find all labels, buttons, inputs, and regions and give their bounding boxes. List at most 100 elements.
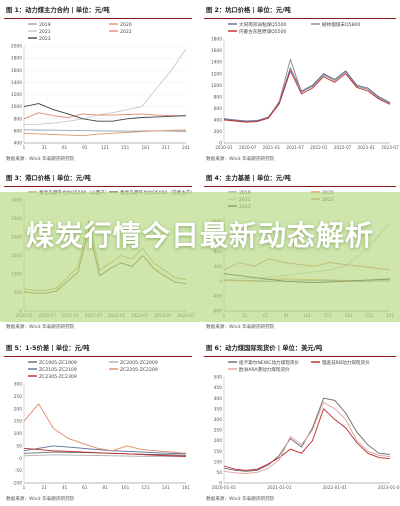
legend-label: 2022 [120,29,132,35]
y-tick-label: 50 [216,470,222,476]
x-tick-label: 2023-01-01 [378,485,400,490]
y-tick-label: 1400 [11,80,22,86]
chart-plot: 2019 2020 2021 2022 2023 400 600 800 1000 1200 140… [11,22,191,150]
x-tick-label: 2021-01 [263,145,281,150]
source-note: 数据来源：Wind 华泰期货研究院 [206,497,275,502]
y-tick-label: 350 [214,406,223,412]
chart-title: 图 1：动力煤主力合约 | 单位：元/吨 [6,7,110,14]
series-line [223,70,391,123]
x-tick-label: 1 [23,145,26,150]
y-tick-label: 150 [14,419,23,425]
x-tick-label: 41 [62,485,68,490]
x-tick-label: 2020-01 [215,145,233,150]
title-rule [204,186,396,187]
series-line [223,397,391,472]
y-tick-label: 500 [214,375,223,381]
y-tick-label: 250 [14,394,23,400]
series-line [23,112,186,120]
series-line [23,447,187,457]
y-tick-label: 0 [219,481,222,487]
y-tick-label: 800 [14,116,23,122]
y-tick-label: 600 [14,128,23,134]
chart-title: 图 5：1-5价差 | 单位：元/吨 [6,345,90,352]
y-tick-label: 1200 [211,71,222,77]
x-tick-label: 241 [182,145,190,150]
y-tick-label: 300 [214,417,223,423]
chart-title: 图 3：港口价格 | 单位：元/吨 [6,175,91,182]
series-line [23,403,187,454]
title-rule [4,18,192,19]
x-tick-label: 31 [42,145,48,150]
y-tick-label: 250 [214,428,223,434]
series-line [223,58,391,123]
y-tick-label: 200 [214,129,223,135]
chart-panel-1: 图 1：动力煤主力合约 | 单位：元/吨 2019 2020 2021 2022 202… [4,4,192,162]
y-tick-label: 450 [214,385,223,391]
x-tick-label: 21 [42,485,48,490]
chart-title: 图 2：坑口价格 | 单位：元/吨 [206,7,291,14]
x-tick-label: 151 [121,145,129,150]
y-tick-label: 1600 [211,48,222,54]
y-tick-label: 100 [14,431,23,437]
y-tick-label: 1400 [211,60,222,66]
series-line [23,129,187,137]
y-tick-label: 1200 [11,92,22,98]
source-note: 数据来源：Wind 华泰期货研究院 [6,325,75,330]
series-line [223,67,391,122]
y-tick-label: 100 [214,459,223,465]
y-tick-label: -50 [15,468,22,474]
y-tick-label: 0 [19,456,22,462]
legend-label: 纽卡斯尔NEWC动力煤现货价 [239,359,299,366]
chart-panel-5: 图 5：1-5价差 | 单位：元/吨 ZC1905-ZC1909 ZC2005-Z… [4,342,192,502]
y-tick-label: 200 [14,406,23,412]
legend-label: ZC2105-ZC2109 [39,367,77,373]
y-tick-label: 200 [214,438,223,444]
x-tick-label: 2021-01-01 [267,485,292,490]
y-tick-label: 1000 [11,104,22,110]
y-tick-label: 50 [16,443,22,449]
y-tick-label: 800 [214,94,223,100]
y-tick-label: 1600 [11,68,22,74]
title-rule [204,356,396,357]
y-tick-label: 2000 [11,44,22,50]
y-tick-label: 150 [214,449,223,455]
x-tick-label: 211 [162,145,170,150]
y-tick-label: 1800 [211,37,222,43]
x-tick-label: 161 [182,485,190,490]
legend-label: 欧洲ARA港动力煤现货价 [239,366,290,373]
source-note: 数据来源：Wind 华泰期货研究院 [6,497,75,502]
y-tick-label: 300 [14,382,23,388]
chart-plot: 大同南郊弱粘煤Q5500 榆林烟煤末Q5800 内蒙古东胜原煤Q5500 0 200 40… [211,21,399,150]
x-tick-label: 2023-07 [381,145,399,150]
y-tick-label: 1800 [11,56,22,62]
x-tick-label: 181 [142,145,150,150]
legend-label: 2023 [39,36,51,42]
legend-label: 2021 [39,29,51,35]
legend-label: 2020 [120,22,132,28]
source-note: 数据来源：Wind 华泰期货研究院 [6,157,75,162]
x-tick-label: 2020-07 [239,145,257,150]
legend-label: 大同南郊弱粘煤Q5500 [239,21,287,28]
title-rule [204,18,396,19]
x-tick-label: 2021-07 [286,145,304,150]
x-tick-label: 121 [142,485,150,490]
chart-panel-2: 图 2：坑口价格 | 单位：元/吨 大同南郊弱粘煤Q5500 榆林烟煤末Q5800… [204,4,399,162]
y-tick-label: 400 [14,141,23,147]
legend-label: ZC2305-ZC2309 [39,374,77,380]
y-tick-label: 400 [214,396,223,402]
x-tick-label: 121 [101,145,109,150]
x-tick-label: 2022-07 [334,145,352,150]
source-note: 数据来源：Wind 华泰期货研究院 [206,325,275,330]
chart-title: 图 6：动力煤国际现货价 | 单位：美元/吨 [206,345,323,352]
x-tick-label: 141 [162,485,170,490]
series-line [23,454,187,458]
legend-label: ZC2205-ZC2209 [120,367,158,373]
x-tick-label: 61 [82,485,88,490]
x-tick-label: 2022-01-01 [322,485,347,490]
legend-label: ZC2005-ZC2009 [120,360,158,366]
x-tick-label: 101 [121,485,129,490]
series-line [223,408,391,471]
x-tick-label: 2020-01-01 [212,485,237,490]
